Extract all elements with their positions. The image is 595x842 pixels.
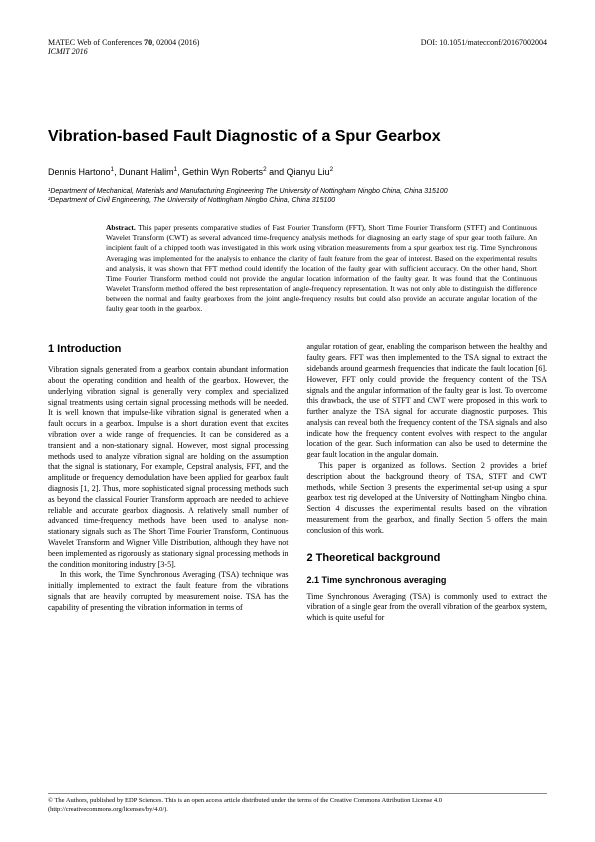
abstract-label: Abstract. [106,223,136,232]
license-footer: © The Authors, published by EDP Sciences… [48,793,547,814]
paper-title: Vibration-based Fault Diagnostic of a Sp… [48,128,547,146]
header-left: MATEC Web of Conferences 70, 02004 (2016… [48,38,199,56]
right-column: angular rotation of gear, enabling the c… [307,342,548,624]
doi: DOI: 10.1051/matecconf/20167002004 [421,38,547,56]
left-column: 1 Introduction Vibration signals generat… [48,342,289,624]
affiliations: ¹Department of Mechanical, Materials and… [48,187,547,205]
journal-name: MATEC Web of Conferences [48,38,142,47]
conference-name: ICMIT 2016 [48,47,199,56]
section-1-heading: 1 Introduction [48,342,289,357]
article-id: , 02004 (2016) [152,38,199,47]
intro-para-2: In this work, the Time Synchronous Avera… [48,570,289,613]
intro-para-1: Vibration signals generated from a gearb… [48,365,289,570]
volume: 70 [144,38,152,47]
tsa-para-1: Time Synchronous Averaging (TSA) is comm… [307,592,548,624]
intro-para-4: This paper is organized as follows. Sect… [307,461,548,537]
page-header: MATEC Web of Conferences 70, 02004 (2016… [48,38,547,56]
section-2-heading: 2 Theoretical background [307,551,548,566]
authors: Dennis Hartono1, Dunant Halim1, Gethin W… [48,166,547,177]
body-columns: 1 Introduction Vibration signals generat… [48,342,547,624]
abstract: Abstract. This paper presents comparativ… [106,223,537,314]
intro-para-3: angular rotation of gear, enabling the c… [307,342,548,461]
abstract-text: This paper presents comparative studies … [106,223,537,313]
affiliation-2: ²Department of Civil Engineering, The Un… [48,196,547,205]
subsection-2-1-heading: 2.1 Time synchronous averaging [307,574,548,586]
affiliation-1: ¹Department of Mechanical, Materials and… [48,187,547,196]
